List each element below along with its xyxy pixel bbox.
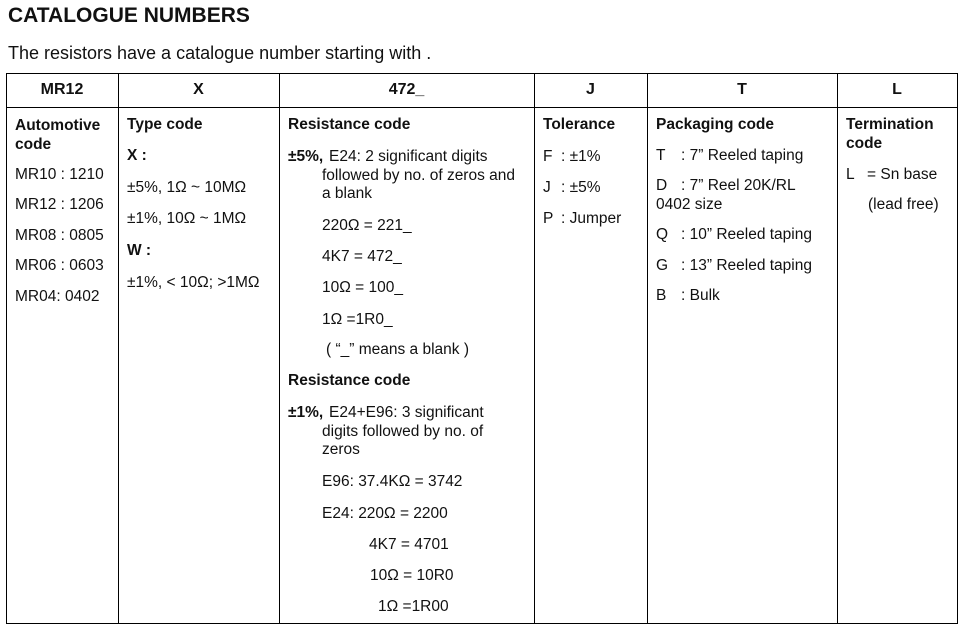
tolerance-code: F — [543, 148, 553, 165]
resistance-example: 10Ω = 100_ — [322, 279, 403, 296]
blank-note: ( “_” means a blank ) — [326, 341, 469, 358]
packaging-desc: : 7” Reeled taping — [681, 147, 804, 164]
header-divider — [6, 107, 958, 108]
table-border-bottom — [6, 623, 958, 624]
type-x-label: X : — [127, 147, 147, 164]
tolerance-1-label: ±1%, — [288, 404, 324, 421]
packaging-desc: : 13” Reeled taping — [681, 257, 812, 274]
resistance-example: E96: 37.4KΩ = 3742 — [322, 473, 463, 490]
automotive-item: MR04: 0402 — [15, 288, 100, 305]
tolerance-code: J — [543, 179, 551, 196]
header-cell: X — [193, 81, 204, 98]
resistance-example: 4K7 = 4701 — [369, 536, 449, 553]
column-divider — [6, 73, 7, 624]
packaging-code: B — [656, 287, 667, 304]
resistance-desc: digits followed by no. of — [322, 423, 484, 440]
header-cell: 472_ — [388, 81, 425, 98]
packaging-desc: : Bulk — [681, 287, 720, 304]
resistance-desc: zeros — [322, 441, 360, 458]
column-divider — [647, 73, 648, 624]
packaging-heading: Packaging code — [656, 116, 775, 133]
type-x-item: ±5%, 1Ω ~ 10MΩ — [127, 179, 247, 196]
column-divider — [957, 73, 958, 624]
termination-heading: code — [846, 135, 883, 152]
packaging-desc: : 7” Reel 20K/RL — [681, 177, 796, 194]
packaging-code: T — [656, 147, 666, 164]
resistance-example: 10Ω = 10R0 — [370, 567, 454, 584]
table-border-top — [6, 73, 958, 74]
header-cell: MR12 — [40, 81, 84, 98]
packaging-code: Q — [656, 226, 669, 243]
resistance-example: 1Ω =1R00 — [378, 598, 449, 615]
packaging-code: D — [656, 177, 668, 194]
packaging-desc: : 10” Reeled taping — [681, 226, 812, 243]
tolerance-code: P — [543, 210, 554, 227]
resistance-desc: a blank — [322, 185, 372, 202]
tolerance-desc: : ±1% — [561, 148, 601, 165]
column-divider — [279, 73, 280, 624]
automotive-item: MR08 : 0805 — [15, 227, 104, 244]
termination-code: L — [846, 166, 855, 183]
automotive-item: MR12 : 1206 — [15, 196, 104, 213]
type-x-item: ±1%, 10Ω ~ 1MΩ — [127, 210, 247, 227]
tolerance-desc: : ±5% — [561, 179, 601, 196]
resistance-heading: Resistance code — [288, 372, 411, 389]
automotive-item: MR06 : 0603 — [15, 257, 104, 274]
column-divider — [837, 73, 838, 624]
subtitle: The resistors have a catalogue number st… — [8, 43, 432, 63]
tolerance-desc: : Jumper — [561, 210, 622, 227]
header-cell: J — [586, 81, 595, 98]
resistance-example: 4K7 = 472_ — [322, 248, 402, 265]
header-cell: L — [892, 81, 902, 98]
resistance-desc: E24+E96: 3 significant — [329, 404, 484, 421]
type-w-label: W : — [127, 242, 152, 259]
automotive-item: MR10 : 1210 — [15, 166, 104, 183]
type-w-item: ±1%, < 10Ω; >1MΩ — [127, 274, 260, 291]
packaging-code: G — [656, 257, 669, 274]
column-divider — [118, 73, 119, 624]
termination-note: (lead free) — [868, 196, 939, 213]
resistance-example: 1Ω =1R0_ — [322, 311, 393, 328]
tolerance-heading: Tolerance — [543, 116, 616, 133]
packaging-extra: 0402 size — [656, 196, 723, 213]
termination-desc: = Sn base — [867, 166, 938, 183]
type-heading: Type code — [127, 116, 203, 133]
resistance-desc: E24: 2 significant digits — [329, 148, 488, 165]
resistance-heading: Resistance code — [288, 116, 411, 133]
header-cell: T — [737, 81, 747, 98]
termination-heading: Termination — [846, 116, 934, 133]
page-title: CATALOGUE NUMBERS — [8, 4, 250, 27]
resistance-example: E24: 220Ω = 2200 — [322, 505, 448, 522]
resistance-desc: followed by no. of zeros and — [322, 167, 516, 184]
resistance-example: 220Ω = 221_ — [322, 217, 412, 234]
column-divider — [534, 73, 535, 624]
tolerance-5-label: ±5%, — [288, 148, 324, 165]
automotive-heading: Automotive code — [15, 117, 101, 153]
